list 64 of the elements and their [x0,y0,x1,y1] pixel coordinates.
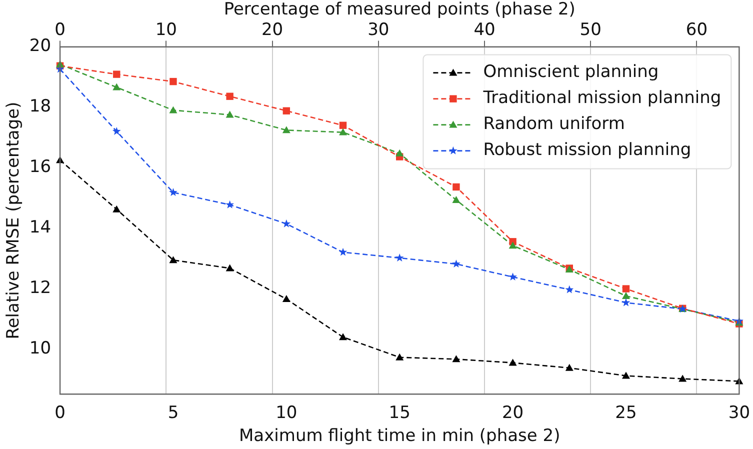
x2-axis-title: Percentage of measured points (phase 2) [224,0,576,20]
point [508,242,517,249]
point [339,333,348,340]
y-tick-label: 10 [29,338,52,358]
point [112,83,121,90]
point [282,295,290,302]
point [508,358,517,366]
x2-tick-label: 10 [155,20,177,40]
point [282,107,290,114]
x-tick-label: 0 [54,402,66,423]
legend-label: Robust mission planning [483,140,692,160]
y-axis-title: Relative RMSE (percentage) [4,102,24,340]
point [452,196,460,203]
x-tick-label: 5 [168,402,179,423]
y-tick-label: 20 [29,36,52,56]
x2-tick-label: 60 [686,20,708,40]
point [226,264,234,272]
point [226,110,234,118]
x-tick-label: 10 [276,402,298,423]
point [339,128,348,136]
x-tick-label: 15 [388,402,410,423]
point [565,285,574,294]
y-tick-label: 12 [29,278,52,298]
point [169,256,178,264]
point [508,272,517,281]
legend-label: Traditional mission planning [482,88,722,108]
x-tick-label: 25 [615,402,637,423]
point [169,106,178,114]
x2-tick-label: 20 [261,20,284,40]
legend-label: Omniscient planning [483,62,659,82]
point [112,205,121,212]
point [282,219,291,228]
x2-tick-label: 0 [54,20,66,40]
point [452,183,460,191]
x2-tick-label: 50 [580,20,602,40]
point [282,126,290,134]
x2-tick-label: 40 [474,20,496,40]
point [226,200,234,208]
point [339,122,347,129]
x2-tick-label: 30 [368,20,390,40]
point [396,353,404,360]
point [112,126,121,135]
point [169,188,178,196]
legend-label: Random uniform [483,114,625,134]
point [113,70,120,78]
point [622,292,630,300]
y-tick-label: 16 [29,157,52,178]
y-tick-label: 18 [29,96,52,117]
point [170,78,177,86]
point [338,248,348,256]
point [678,374,687,382]
x-tick-label: 20 [502,402,524,423]
y-tick-label: 14 [29,217,52,238]
point [565,364,574,371]
point [396,149,404,156]
point [622,285,630,292]
point [452,260,460,268]
point [622,372,630,379]
x-tick-label: 30 [728,402,750,423]
point [226,92,234,100]
x-axis-title: Maximum flight time in min (phase 2) [239,426,560,446]
point [452,355,460,362]
point [395,254,404,262]
point [622,298,630,306]
